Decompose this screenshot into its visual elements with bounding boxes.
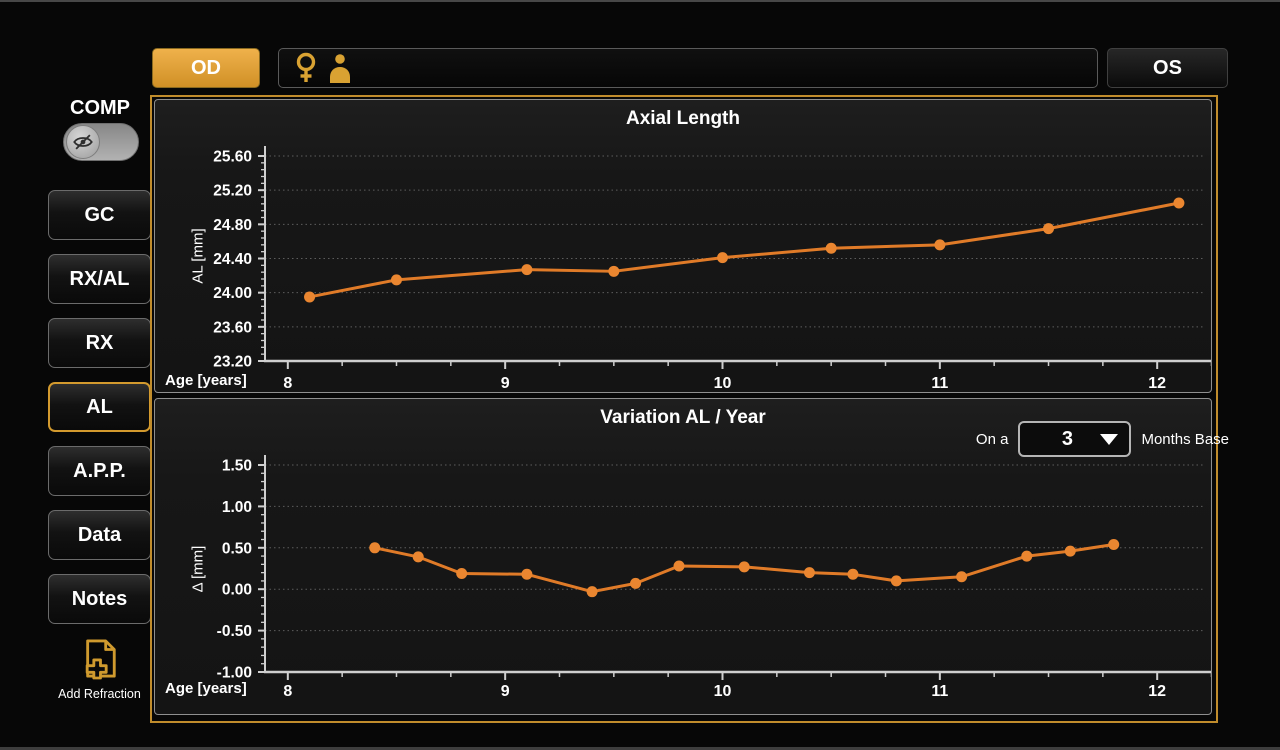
sidebar-item-gc[interactable]: GC <box>48 190 151 240</box>
comp-toggle[interactable] <box>63 123 139 161</box>
sidebar-item-rx[interactable]: RX <box>48 318 151 368</box>
months-base-dropdown[interactable]: 3 <box>1018 421 1132 457</box>
svg-text:23.20: 23.20 <box>213 354 252 371</box>
eye-off-icon <box>72 131 94 153</box>
add-refraction-button[interactable]: Add Refraction <box>48 638 151 701</box>
variation-panel: Variation AL / Year On a 3 Months Base Δ… <box>154 398 1229 715</box>
svg-text:24.00: 24.00 <box>213 285 252 302</box>
svg-text:12: 12 <box>1148 375 1166 392</box>
variation-chart: -1.00 -0.50 0.00 0.50 1.00 1.50 8 9 10 11 12 <box>217 455 1211 700</box>
svg-text:8: 8 <box>283 683 292 700</box>
comp-label: COMP <box>70 97 130 119</box>
add-document-icon <box>81 638 119 680</box>
window-bottom-edge <box>0 747 1280 750</box>
svg-text:-0.50: -0.50 <box>217 623 252 640</box>
sidebar-item-al[interactable]: AL <box>48 382 151 432</box>
sidebar-item-rx-al[interactable]: RX/AL <box>48 254 151 304</box>
svg-text:1.00: 1.00 <box>222 499 252 516</box>
axial-length-title: Axial Length <box>625 108 740 129</box>
variation-xlabel: Age [years] <box>165 680 247 697</box>
sidebar-item-app[interactable]: A.P.P. <box>48 446 151 496</box>
axial-length-ylabel: AL [mm] <box>189 228 207 284</box>
months-base-suffix-label: Months Base <box>1141 430 1229 448</box>
person-icon <box>325 52 355 84</box>
axial-length-xlabel: Age [years] <box>165 372 247 389</box>
months-base-value: 3 <box>1061 427 1074 450</box>
svg-text:23.60: 23.60 <box>213 319 252 336</box>
svg-text:25.20: 25.20 <box>213 183 252 200</box>
add-refraction-label: Add Refraction <box>58 687 141 701</box>
months-base-control: On a 3 Months Base <box>976 421 1229 457</box>
variation-title: Variation AL / Year <box>600 407 766 428</box>
svg-text:9: 9 <box>501 683 510 700</box>
svg-text:-1.00: -1.00 <box>217 665 252 682</box>
svg-text:11: 11 <box>931 683 948 700</box>
sidebar-item-data[interactable]: Data <box>48 510 151 560</box>
svg-text:0.50: 0.50 <box>222 540 252 557</box>
svg-text:10: 10 <box>714 375 732 392</box>
months-base-prefix-label: On a <box>975 430 1009 448</box>
svg-text:24.80: 24.80 <box>213 217 252 234</box>
svg-text:12: 12 <box>1148 683 1166 700</box>
svg-text:8: 8 <box>283 375 292 392</box>
od-button[interactable]: OD <box>152 48 260 88</box>
female-icon <box>291 51 321 85</box>
os-button[interactable]: OS <box>1107 48 1228 88</box>
comp-toggle-knob <box>66 125 100 159</box>
variation-ylabel: Δ [mm] <box>189 545 207 593</box>
svg-text:10: 10 <box>714 683 732 700</box>
chevron-down-icon <box>1100 433 1119 445</box>
svg-text:9: 9 <box>501 375 510 392</box>
axial-length-chart: 23.20 23.60 24.00 24.40 24.80 25.20 25.60 8 9 10 1… <box>213 146 1211 392</box>
svg-text:25.60: 25.60 <box>213 149 252 166</box>
window-top-edge <box>0 0 1280 2</box>
patient-field[interactable] <box>278 48 1098 88</box>
svg-text:1.50: 1.50 <box>222 458 252 475</box>
svg-text:0.00: 0.00 <box>222 582 252 599</box>
axial-length-panel: Axial Length AL [mm] Age [years] 23.20 23… <box>154 99 1212 393</box>
charts-frame: Axial Length AL [mm] Age [years] 23.20 23… <box>150 95 1229 723</box>
sidebar-item-notes[interactable]: Notes <box>48 574 151 624</box>
svg-text:24.40: 24.40 <box>213 251 252 268</box>
svg-text:11: 11 <box>931 375 948 392</box>
